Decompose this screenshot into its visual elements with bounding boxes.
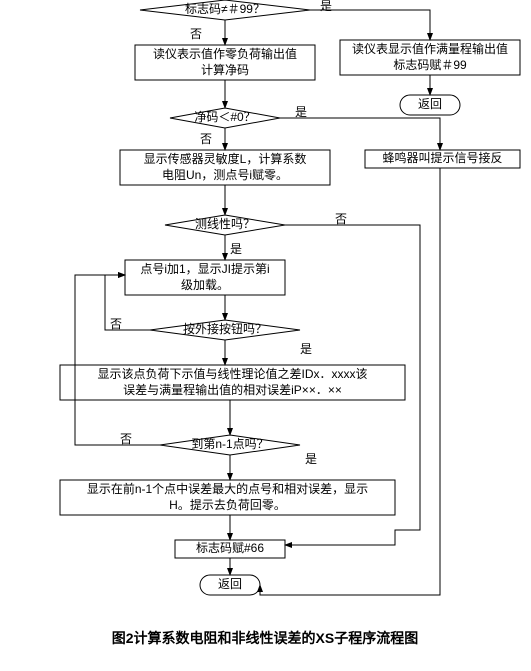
- edge-label: 是: [305, 450, 317, 467]
- node-p8: 标志码赋#66: [179, 542, 281, 556]
- edge-label: 是: [320, 0, 332, 14]
- edge-label: 否: [200, 130, 212, 147]
- edge-label: 是: [230, 240, 242, 257]
- edge: [280, 118, 440, 150]
- edge-label: 是: [300, 340, 312, 357]
- node-p5: 点号i加1，显示JI提示第i 级加载。: [129, 262, 281, 293]
- node-p1: 读仪表示值作零负荷输出值 计算净码: [139, 47, 311, 78]
- node-d2: 净码＜#0？: [187, 110, 264, 126]
- node-p7: 显示在前n-1个点中误差最大的点号和相对误差，显示 H。提示去负荷回零。: [64, 482, 391, 513]
- node-r1: 返回: [400, 97, 460, 113]
- figure-caption: 图2计算系数电阻和非线性误差的XS子程序流程图: [55, 628, 475, 648]
- edge-label: 否: [110, 315, 122, 332]
- edge: [75, 275, 160, 445]
- edge-label: 否: [120, 430, 132, 447]
- edge-label: 否: [335, 210, 347, 227]
- node-p2: 读仪表显示值作满量程输出值 标志码赋＃99: [344, 42, 516, 73]
- node-p6: 显示该点负荷下示值与线性理论值之差IDx．xxxx该 误差与满量程输出值的相对误…: [64, 367, 401, 398]
- node-d5: 到第n-1点吗？: [181, 437, 279, 453]
- node-p4: 蜂鸣器叫提示信号接反: [369, 152, 516, 166]
- node-d4: 按外接按钮吗？: [173, 322, 278, 338]
- edge-label: 是: [295, 103, 307, 120]
- node-r2: 返回: [200, 577, 260, 593]
- node-d1: 标志码≠＃99？: [166, 2, 285, 18]
- edge: [310, 10, 430, 40]
- node-p3: 显示传感器灵敏度L，计算系数 电阻Un，测点号i赋零。: [124, 152, 326, 183]
- node-d3: 测线性吗？: [183, 217, 267, 233]
- edge-label: 否: [190, 25, 202, 42]
